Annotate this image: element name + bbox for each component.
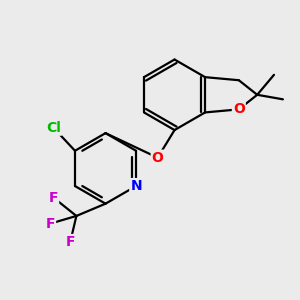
Text: F: F <box>65 235 75 249</box>
Text: F: F <box>46 217 55 231</box>
Text: F: F <box>49 190 58 205</box>
Text: N: N <box>130 179 142 193</box>
Text: O: O <box>152 151 164 165</box>
Text: Cl: Cl <box>46 121 61 135</box>
Text: O: O <box>233 102 245 116</box>
